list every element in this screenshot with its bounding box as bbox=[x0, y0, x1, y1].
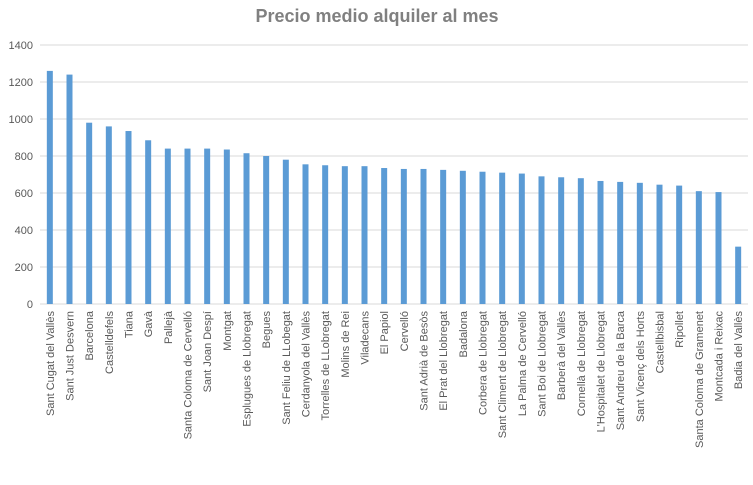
x-tick-label: Molins de Rei bbox=[340, 311, 352, 378]
x-tick-label: Castelldefels bbox=[104, 311, 116, 374]
y-tick-label: 1000 bbox=[9, 114, 33, 126]
bar bbox=[577, 178, 584, 304]
bar bbox=[302, 164, 309, 304]
y-tick-label: 1200 bbox=[9, 77, 33, 89]
x-tick-label: Ripollet bbox=[674, 311, 686, 348]
bar bbox=[381, 168, 388, 304]
y-tick-label: 800 bbox=[15, 151, 33, 163]
x-tick-label: Sant Just Desvern bbox=[65, 311, 77, 401]
bar bbox=[145, 140, 152, 304]
x-tick-label: Tiana bbox=[124, 310, 136, 338]
bar bbox=[617, 181, 624, 304]
x-tick-label: Sant Feliu de LLobegat bbox=[281, 311, 293, 425]
bar bbox=[735, 246, 742, 304]
bar bbox=[66, 74, 73, 304]
bar bbox=[263, 156, 270, 304]
bar bbox=[400, 168, 407, 304]
bar bbox=[715, 192, 722, 304]
x-tick-label: Sant Adrià de Besòs bbox=[419, 311, 431, 411]
x-tick-label: Barberà del Vallès bbox=[556, 311, 568, 401]
y-axis-ticks: 0 200 400 600 800 1000 1200 1400 bbox=[9, 40, 33, 311]
x-tick-label: Sant Vicenç dels Horts bbox=[635, 311, 647, 423]
y-tick-label: 400 bbox=[15, 225, 33, 237]
gridlines bbox=[40, 44, 748, 305]
x-tick-label: Santa Coloma de Cervelló bbox=[183, 311, 195, 439]
x-tick-label: Castellbisbal bbox=[655, 311, 667, 373]
x-tick-label: Pallejà bbox=[163, 310, 175, 344]
x-tick-label: Sant Boi de Llobregat bbox=[537, 311, 549, 417]
bar bbox=[440, 169, 447, 304]
bar bbox=[695, 191, 702, 304]
bar bbox=[518, 173, 525, 304]
x-tick-label: Sant Andreu de la Barca bbox=[615, 310, 627, 430]
bars bbox=[46, 70, 742, 305]
bar bbox=[46, 70, 53, 305]
bar bbox=[676, 185, 683, 304]
bar bbox=[86, 122, 93, 304]
bar bbox=[125, 131, 132, 304]
chart-title: Precio medio alquiler al mes bbox=[255, 6, 498, 26]
x-tick-label: El Prat del Llobregat bbox=[438, 311, 450, 411]
bar bbox=[459, 170, 466, 304]
x-axis-ticks: Sant Cugat del Vallès Sant Just Desvern Ba… bbox=[45, 310, 745, 448]
x-tick-label: Cornellà de Llobregat bbox=[576, 311, 588, 416]
x-tick-label: Begues bbox=[261, 311, 273, 349]
x-tick-label: El Papiol bbox=[379, 311, 391, 354]
bar bbox=[538, 176, 545, 304]
x-tick-label: Badalona bbox=[458, 310, 470, 357]
x-tick-label: Esplugues de Llobregat bbox=[242, 311, 254, 427]
x-tick-label: Sant Cugat del Vallès bbox=[45, 311, 57, 416]
x-tick-label: Sant Joan Despí bbox=[202, 311, 214, 392]
x-tick-label: Sant Climent de Llobregat bbox=[497, 311, 509, 438]
x-tick-label: L'Hospitalet de Llobregat bbox=[596, 311, 608, 432]
bar bbox=[105, 126, 112, 305]
x-tick-label: Gavà bbox=[143, 310, 155, 337]
bar bbox=[184, 148, 191, 304]
bar bbox=[361, 166, 368, 304]
x-tick-label: Badia del Vallès bbox=[733, 311, 745, 390]
x-tick-label: Torrelles de LLobregat bbox=[320, 311, 332, 420]
x-tick-label: Corbera de Llobregat bbox=[478, 311, 490, 415]
x-tick-label: Viladecans bbox=[360, 311, 372, 365]
y-tick-label: 600 bbox=[15, 188, 33, 200]
bar bbox=[479, 171, 486, 304]
bar bbox=[164, 148, 171, 304]
bar bbox=[282, 159, 289, 304]
x-tick-label: Santa Coloma de Gramenet bbox=[694, 311, 706, 448]
x-tick-label: Cerdanyola del Vallès bbox=[301, 311, 313, 418]
bar bbox=[558, 177, 565, 304]
x-tick-label: Montgat bbox=[222, 311, 234, 351]
bar bbox=[243, 153, 250, 304]
x-tick-label: Barcelona bbox=[84, 310, 96, 360]
bar bbox=[636, 182, 643, 304]
bar bbox=[223, 149, 230, 304]
bar bbox=[420, 168, 427, 304]
y-tick-label: 1400 bbox=[9, 40, 33, 52]
x-tick-label: Montcada i Reixac bbox=[714, 311, 726, 402]
y-tick-label: 0 bbox=[27, 299, 33, 311]
bar bbox=[597, 180, 604, 304]
x-tick-label: La Palma de Cervelló bbox=[517, 311, 529, 416]
x-tick-label: Cervelló bbox=[399, 311, 411, 351]
bar bbox=[341, 166, 348, 304]
bar bbox=[499, 172, 506, 304]
bar bbox=[204, 148, 211, 304]
y-tick-label: 200 bbox=[15, 262, 33, 274]
bar bbox=[322, 165, 329, 304]
bar bbox=[656, 184, 663, 304]
